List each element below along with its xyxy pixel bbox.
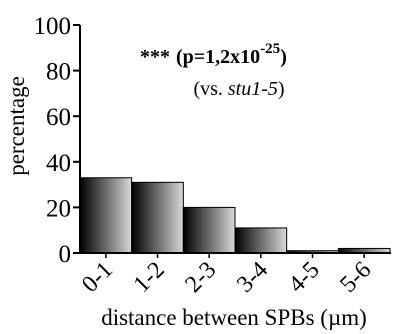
x-tick-label: 2-3 [180,257,221,298]
y-tick-label: 40 [46,150,71,177]
significance-stars: *** [140,46,170,68]
p-value-label: *** (p=1,2x10-25) [140,41,287,68]
x-ticks-group: 0-1 1-2 2-3 3-4 4-5 5-6 [77,253,376,298]
x-tick-label: 4-5 [284,257,325,298]
bar-2-3 [182,206,236,254]
bars-group [79,177,391,254]
bar-0-1 [79,177,133,254]
y-tick-label: 0 [59,241,72,268]
comparison-label: (vs. stu1-5) [193,78,284,100]
bar-1-2 [131,181,184,254]
x-tick-label: 3-4 [232,257,273,298]
y-tick-label: 20 [46,195,71,222]
p-value-exponent: -25 [260,41,280,57]
y-ticks-group: 0 20 40 60 80 100 [34,13,80,268]
y-tick-label: 80 [46,59,71,86]
y-tick-label: 100 [34,13,72,40]
bar-3-4 [234,227,288,254]
x-tick-label: 0-1 [77,257,118,298]
y-tick-label: 60 [46,104,71,131]
significance-annotation: *** (p=1,2x10-25) (vs. stu1-5) [140,41,287,100]
x-axis-title: distance between SPBs (µm) [101,305,367,330]
x-tick-label: 1-2 [129,257,170,298]
x-tick-label: 5-6 [335,257,376,298]
y-axis-title: percentage [4,76,29,176]
